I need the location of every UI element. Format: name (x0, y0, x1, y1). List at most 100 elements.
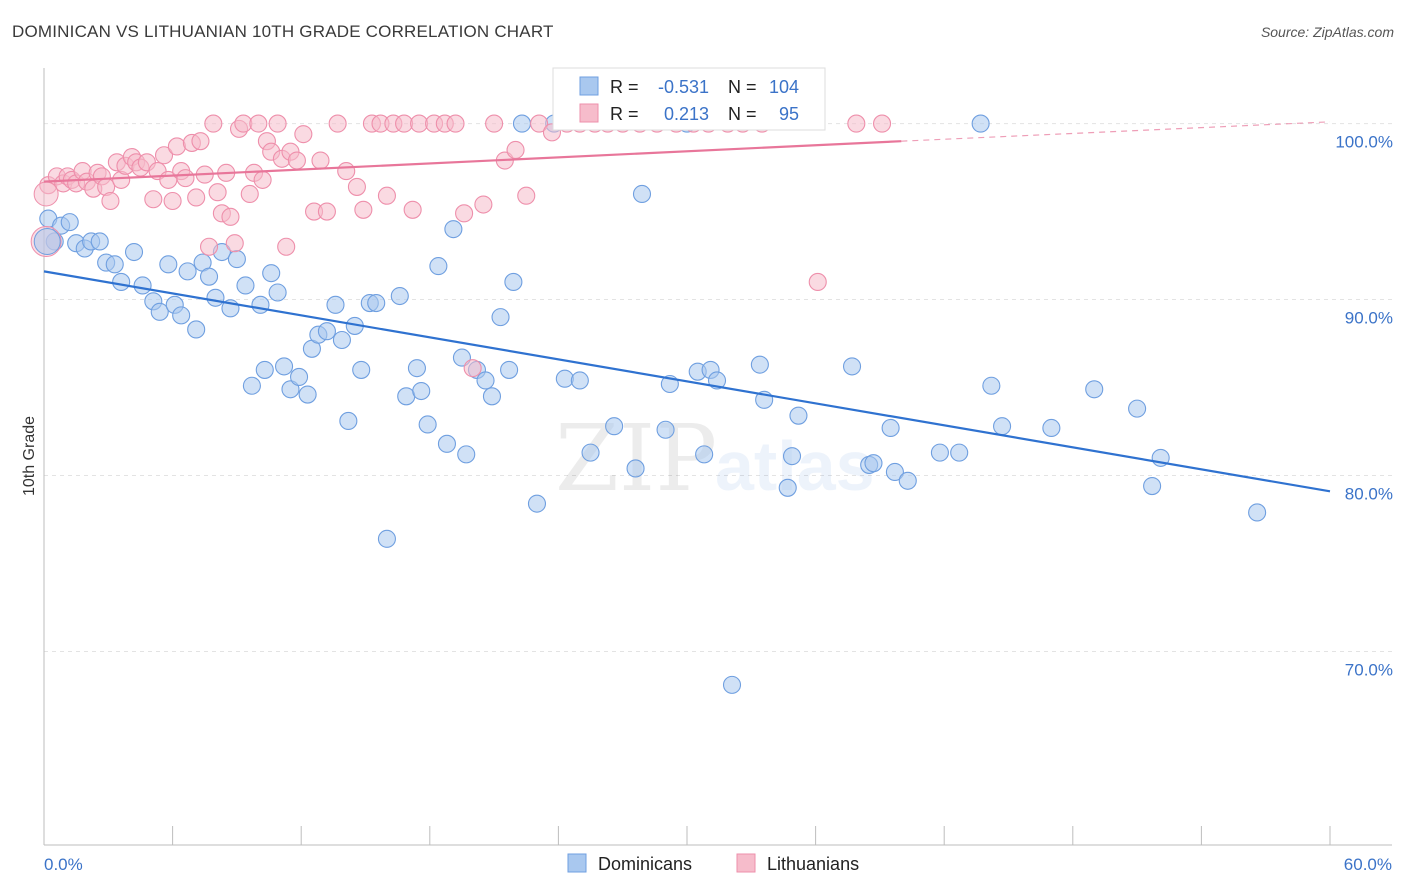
dominican-point (656, 420, 675, 439)
legend-swatch-lithuanians (736, 853, 756, 873)
lithuanian-point (154, 146, 174, 165)
dominican-point (390, 286, 409, 306)
x-max-label: 60.0% (1344, 855, 1392, 874)
stats-n-label-lithuanians: N = (728, 104, 757, 124)
dominican-point (982, 376, 1001, 395)
dominican-point (251, 295, 270, 314)
lithuanian-point (317, 202, 336, 221)
data-points (30, 114, 1267, 694)
dominican-point (605, 417, 624, 436)
dominican-point (133, 276, 152, 295)
dominican-point (1143, 477, 1162, 496)
dominican-point (1248, 503, 1267, 522)
lithuanian-point (33, 181, 59, 207)
dominican-point (885, 462, 904, 482)
dominican-point (881, 418, 900, 438)
dominican-point (898, 471, 917, 490)
dominican-point (504, 272, 523, 291)
lithuanian-point (167, 137, 186, 156)
lithuanian-point (163, 191, 182, 211)
dominican-point (412, 381, 431, 401)
dominican-point (227, 250, 246, 269)
lithuanian-point (240, 184, 259, 204)
lithuanian-point (311, 151, 330, 170)
dominican-point (993, 417, 1012, 436)
lithuanian-point (249, 114, 268, 133)
dominican-point (632, 184, 652, 204)
lithuanian-point (485, 114, 504, 133)
dominican-point (290, 367, 309, 387)
axes (43, 68, 1392, 846)
lithuanian-point (187, 188, 206, 207)
dominican-point (178, 262, 197, 281)
lithuanian-point (176, 169, 195, 188)
lithuanian-point (354, 200, 373, 219)
stats-box: R = -0.531 N = 104 R = 0.213 N = 95 (552, 67, 826, 131)
dominican-point (1085, 380, 1104, 399)
dominican-point (60, 213, 79, 232)
stats-r-label-dominicans: R = (610, 77, 639, 97)
y-axis-title: 10th Grade (21, 416, 38, 496)
lithuanian-point (268, 114, 287, 133)
lithuanian-point (403, 200, 422, 219)
lithuanian-point (328, 114, 347, 133)
lithuanian-point (287, 151, 306, 170)
legend-label-dominicans: Dominicans (598, 854, 692, 874)
dominican-point (262, 264, 281, 283)
dominican-point (242, 376, 261, 395)
x-min-label: 0.0% (44, 855, 83, 874)
dominican-point (491, 308, 510, 327)
dominican-point (326, 295, 345, 314)
stats-n-value-lithuanians: 95 (779, 104, 799, 124)
lithuanian-point (253, 170, 272, 189)
dominican-point (105, 255, 124, 274)
dominican-point (555, 369, 574, 388)
stats-r-label-lithuanians: R = (610, 104, 639, 124)
dominican-point (437, 434, 456, 453)
dominican-point (581, 443, 600, 462)
lithuanian-point (474, 195, 493, 214)
dominican-point (512, 114, 532, 133)
y-tick-label: 100.0% (1335, 133, 1393, 152)
lithuanian-point (410, 114, 429, 133)
dominican-point (407, 359, 426, 378)
dominican-trend-line (43, 270, 1331, 493)
lithuanian-point (808, 272, 827, 291)
lithuanian-trend-extension (901, 121, 1331, 142)
watermark-zip: ZIP (555, 405, 717, 512)
lithuanian-point (446, 114, 465, 133)
dominican-point (236, 276, 255, 295)
lithuanian-point (277, 237, 296, 256)
lithuanian-point (144, 190, 163, 209)
dominican-point (352, 360, 371, 379)
lithuanian-point (294, 125, 313, 144)
dominican-point (1128, 399, 1147, 418)
dominican-point (187, 320, 206, 339)
dominican-point (930, 443, 949, 462)
lithuanian-point (847, 114, 866, 133)
lithuanian-point (208, 183, 227, 202)
dominican-point (255, 360, 274, 379)
source-credit: Source: ZipAtlas.com (1260, 24, 1394, 40)
lithuanian-point (101, 191, 120, 211)
dominican-point (33, 227, 61, 255)
dominican-point (864, 454, 883, 473)
dominican-point (275, 357, 294, 376)
dominican-point (317, 322, 336, 341)
stats-swatch-dominicans (579, 76, 599, 96)
lithuanian-point (530, 114, 549, 133)
stats-r-value-dominicans: -0.531 (658, 77, 709, 97)
lithuanian-point (506, 140, 525, 160)
dominican-point (206, 288, 225, 307)
dominican-point (789, 406, 808, 425)
lithuanian-point (347, 177, 366, 196)
dominican-point (1042, 418, 1061, 438)
stats-swatch-lithuanians (579, 103, 599, 123)
lithuanian-point (337, 162, 356, 181)
legend: Dominicans Lithuanians (567, 853, 859, 874)
dominican-point (570, 371, 589, 390)
lithuanian-point (221, 207, 240, 226)
dominican-point (778, 478, 797, 497)
dominican-point (150, 302, 169, 321)
